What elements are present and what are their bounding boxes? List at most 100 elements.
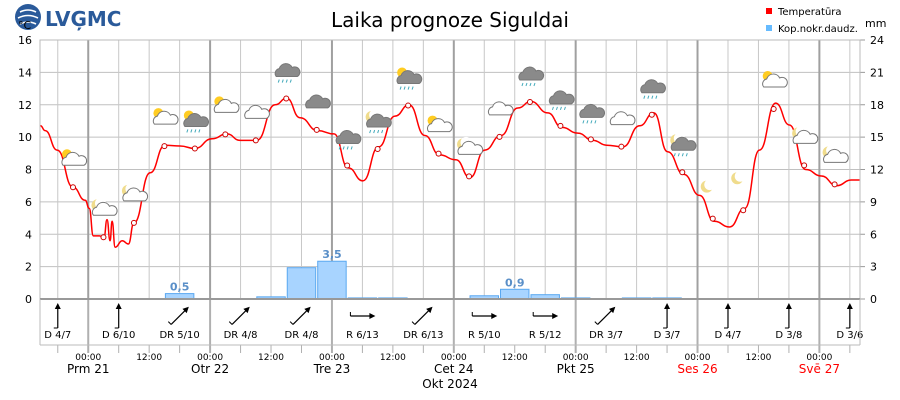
wind-label: DR 4/8	[224, 330, 258, 341]
temperature-marker	[648, 111, 655, 118]
wind-arrow-icon	[845, 303, 853, 329]
wind-label: R 5/12	[529, 330, 562, 341]
left-tick-label: 14	[18, 66, 32, 79]
cloud-shape	[61, 151, 88, 166]
wind-label: D 4/7	[44, 330, 71, 341]
legend-swatch-precipitation	[766, 25, 772, 31]
right-tick-label: 3	[870, 261, 877, 274]
rain-drop	[533, 82, 536, 87]
temperature-marker	[70, 184, 77, 191]
wind-arrowhead	[785, 303, 792, 309]
wind-arrowhead	[846, 303, 853, 309]
moon-icon	[731, 170, 746, 185]
wind-arrow-icon	[532, 312, 559, 319]
right-tick-label: 6	[870, 228, 877, 241]
rain-cloud-icon	[335, 130, 362, 150]
rain-drop	[555, 106, 558, 111]
rain-drop	[643, 95, 646, 99]
right-axis-unit: mm	[865, 17, 886, 30]
rain-drop	[590, 120, 593, 124]
wind-label: D 3/6	[836, 330, 863, 341]
wind-arrow-icon	[663, 303, 671, 329]
cloud-shape	[609, 111, 636, 126]
cloud-icon	[487, 101, 514, 116]
wind-tail	[167, 321, 172, 325]
rain-drop	[346, 146, 349, 150]
sun-cloud-rain-icon	[396, 67, 423, 90]
wind-label: DR 5/10	[159, 330, 199, 341]
hour-label: 00:00	[197, 353, 223, 363]
wind-label: D 3/7	[654, 330, 681, 341]
wind-tail	[228, 321, 233, 325]
day-label: Tre 23	[313, 362, 351, 376]
hour-label: 12:00	[502, 353, 528, 363]
temperature-marker	[130, 219, 137, 226]
left-tick-label: 4	[25, 228, 32, 241]
day-label: Cet 24	[434, 362, 474, 376]
cloud-shape	[274, 63, 301, 78]
right-tick-label: 18	[870, 99, 884, 112]
temperature-marker	[679, 169, 686, 176]
cloud-shape	[457, 140, 484, 155]
hour-label: 00:00	[685, 353, 711, 363]
rain-drop	[651, 95, 654, 99]
temperature-marker	[801, 162, 808, 169]
day-label: Pkt 25	[557, 362, 595, 376]
temperature-marker	[740, 207, 747, 214]
wind-label: D 3/8	[775, 330, 802, 341]
rain-drop	[186, 129, 189, 133]
wind-arrow-icon	[411, 306, 433, 325]
sun-cloud-icon	[213, 96, 240, 113]
temperature-marker	[222, 131, 229, 138]
rain-drop	[685, 153, 688, 157]
cloud-icon	[609, 111, 636, 126]
left-tick-label: 6	[25, 196, 32, 209]
wind-arrow-icon	[349, 312, 376, 319]
cloud-shape	[183, 113, 210, 127]
cloud-shape	[152, 110, 179, 125]
rain-drop	[403, 86, 406, 90]
cloud-shape	[823, 148, 849, 163]
temperature-marker	[283, 95, 290, 102]
moon-cloud-rain-icon	[670, 132, 697, 157]
right-tick-label: 24	[870, 34, 884, 47]
logo-text: LVĢMC	[45, 7, 121, 31]
wind-arrowhead	[54, 303, 61, 309]
legend-label-temperature: Temperatūra	[777, 7, 842, 18]
moon-cloud-icon	[792, 125, 819, 144]
legend: Temperatūra Kop.nokr.daudz.	[766, 7, 858, 35]
precip-bar-label: 3,5	[322, 248, 342, 261]
cloud-shape	[579, 103, 606, 118]
wind-arrowhead	[491, 313, 498, 319]
moon-cloud-icon	[457, 136, 484, 155]
rain-cloud-icon	[640, 79, 666, 99]
wind-label: DR 3/7	[589, 330, 623, 341]
temperature-line	[40, 97, 860, 248]
precip-bar	[500, 288, 530, 300]
rain-drop	[647, 95, 650, 99]
temperature-marker	[252, 137, 259, 144]
right-tick-label: 0	[870, 293, 877, 306]
cloud-shape	[335, 130, 362, 144]
rain-drop	[373, 129, 376, 134]
wind-tail	[594, 321, 598, 325]
wind-label: D 6/10	[102, 330, 135, 341]
rain-drop	[289, 79, 292, 83]
temperature-marker	[709, 215, 716, 222]
cloud-icon	[244, 104, 270, 119]
hour-label: 00:00	[806, 353, 832, 363]
rain-drop	[381, 129, 384, 134]
rain-drop	[338, 146, 341, 150]
wind-shaft	[292, 308, 309, 325]
right-tick-label: 9	[870, 196, 877, 209]
rain-drop	[551, 106, 554, 111]
rain-drop	[194, 129, 197, 133]
rain-drop	[559, 106, 562, 111]
wind-arrow-icon	[53, 303, 61, 329]
temperature-marker	[557, 122, 564, 129]
sun-cloud-icon	[762, 70, 788, 88]
rain-cloud-icon	[518, 66, 545, 87]
rain-drop	[407, 86, 410, 90]
temperature-marker	[191, 145, 198, 152]
temperature-marker	[100, 234, 107, 241]
